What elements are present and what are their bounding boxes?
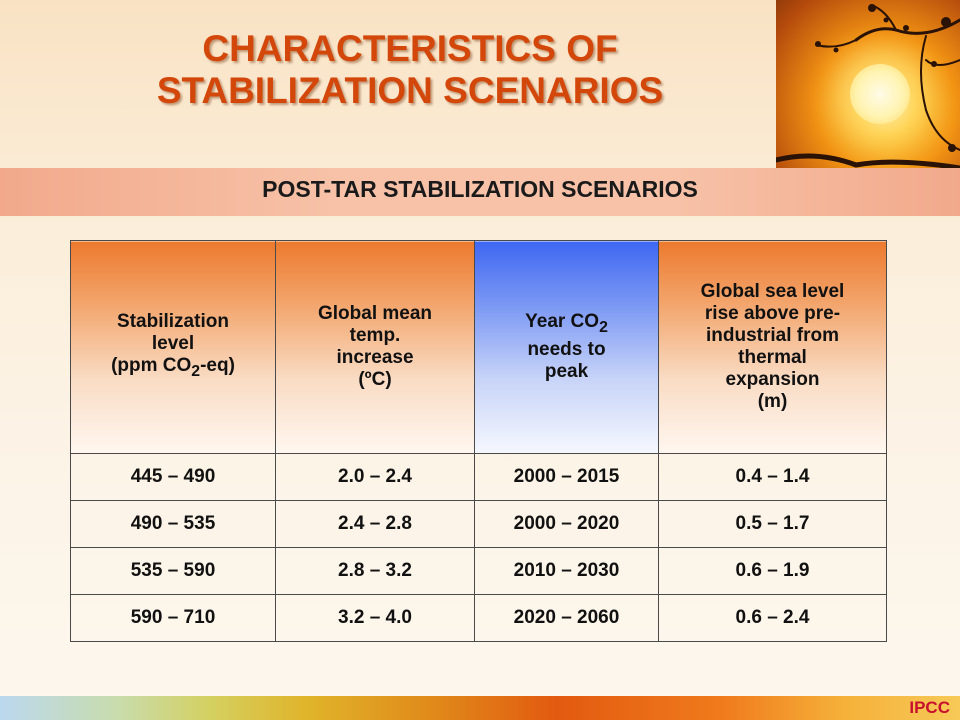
header-text: Global sea level (700, 281, 845, 302)
header-text: increase (336, 347, 414, 368)
title-line-1: CHARACTERISTICS OF (202, 28, 618, 69)
header-text: Global mean (317, 303, 433, 324)
ipcc-logo-text: IPCC (909, 698, 950, 717)
header-text: Stabilization (117, 311, 229, 333)
table-header-row: Stabilization level (ppm CO2-eq) Global … (70, 240, 887, 454)
header-stabilization-level: Stabilization level (ppm CO2-eq) (70, 240, 276, 454)
table-cell: 490 – 535 (70, 500, 276, 548)
table-cell: 2000 – 2020 (474, 500, 659, 548)
header-text: expansion (725, 369, 820, 390)
bottom-color-strip (0, 696, 960, 720)
header-text: peak (544, 360, 589, 382)
header-text: (m) (757, 391, 788, 412)
table-cell: 0.6 – 2.4 (658, 594, 887, 642)
table-cell: 2.4 – 2.8 (275, 500, 475, 548)
table-row: 490 – 535 2.4 – 2.8 2000 – 2020 0.5 – 1.… (70, 500, 887, 548)
table-cell: 445 – 490 (70, 453, 276, 501)
subtitle-band (0, 168, 960, 216)
header-text: level (151, 333, 195, 355)
slide-title: CHARACTERISTICS OF STABILIZATION SCENARI… (60, 28, 760, 112)
table-row: 535 – 590 2.8 – 3.2 2010 – 2030 0.6 – 1.… (70, 547, 887, 595)
table-row: 590 – 710 3.2 – 4.0 2020 – 2060 0.6 – 2.… (70, 594, 887, 642)
table-cell: 2000 – 2015 (474, 453, 659, 501)
table-cell: 2.0 – 2.4 (275, 453, 475, 501)
header-text: needs to (527, 338, 606, 360)
header-text: temp. (349, 325, 401, 346)
header-year-co2-peak: Year CO2 needs to peak (474, 240, 659, 454)
scenarios-table: Stabilization level (ppm CO2-eq) Global … (70, 240, 887, 642)
table-cell: 2.8 – 3.2 (275, 547, 475, 595)
table-cell: 590 – 710 (70, 594, 276, 642)
subtitle: POST-TAR STABILIZATION SCENARIOS (262, 176, 698, 202)
table-cell: 0.6 – 1.9 (658, 547, 887, 595)
header-text: thermal (738, 347, 807, 368)
header-text: (ºC) (358, 369, 392, 390)
header-text: (ppm CO2-eq) (111, 355, 235, 380)
title-line-2: STABILIZATION SCENARIOS (156, 70, 664, 111)
table-cell: 3.2 – 4.0 (275, 594, 475, 642)
header-text: industrial from (705, 325, 839, 346)
table-cell: 2020 – 2060 (474, 594, 659, 642)
table-cell: 2010 – 2030 (474, 547, 659, 595)
sun-image (850, 64, 910, 124)
table-row: 445 – 490 2.0 – 2.4 2000 – 2015 0.4 – 1.… (70, 453, 887, 501)
header-sea-level-rise: Global sea level rise above pre- industr… (658, 240, 887, 454)
header-text: Year CO2 (525, 311, 608, 336)
header-text: rise above pre- (704, 303, 841, 324)
header-global-mean-temp: Global mean temp. increase (ºC) (275, 240, 475, 454)
table-cell: 0.5 – 1.7 (658, 500, 887, 548)
tree-silhouette (776, 4, 960, 170)
table-cell: 535 – 590 (70, 547, 276, 595)
table-cell: 0.4 – 1.4 (658, 453, 887, 501)
sunset-photo (776, 0, 960, 170)
